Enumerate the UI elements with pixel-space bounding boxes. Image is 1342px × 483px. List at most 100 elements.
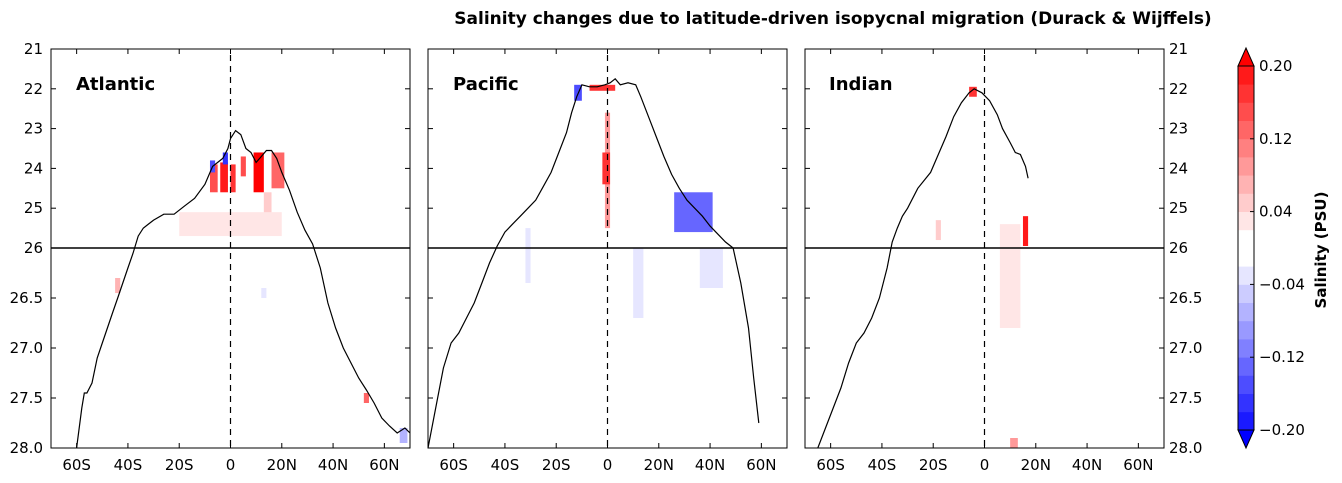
- anomaly-cells: [935, 86, 1029, 448]
- anomaly-cell: [1022, 216, 1029, 247]
- outcrop-line: [817, 88, 1029, 448]
- colorbar-bin: [1238, 393, 1254, 413]
- y-tick-label: 25: [1169, 199, 1188, 217]
- y-tick-label: 27.5: [1169, 389, 1202, 407]
- y-axis-right: 21 22 23 24 25 26 26.5 27.0 27.5 28.0: [1169, 40, 1202, 457]
- anomaly-cell: [230, 164, 236, 193]
- anomaly-cell: [263, 192, 272, 225]
- figure-title: Salinity changes due to latitude-driven …: [454, 9, 1211, 29]
- x-tick-label: 40S: [114, 456, 143, 474]
- colorbar-bin: [1238, 302, 1254, 322]
- colorbar-bin: [1238, 284, 1254, 303]
- y-tick-label: 21: [24, 40, 43, 58]
- colorbar-tick-label: −0.20: [1259, 421, 1305, 439]
- colorbar-extend-max: [1237, 46, 1255, 67]
- colorbar-bin: [1238, 120, 1254, 140]
- colorbar: 0.20 0.12 0.04 −0.04 −0.12 −0.20: [1237, 46, 1305, 450]
- colorbar-bin: [1238, 157, 1254, 176]
- anomaly-cell: [699, 248, 723, 288]
- colorbar-tick-label: −0.04: [1259, 275, 1305, 293]
- x-tick-label: 20S: [165, 456, 194, 474]
- anomaly-cell: [240, 156, 246, 177]
- atlantic-panel: 60S 40S 20S 0 20N 40N 60N Atlantic: [50, 48, 411, 474]
- anomaly-cell: [399, 428, 408, 443]
- y-tick-label: 22: [1169, 80, 1188, 98]
- anomaly-cell: [222, 152, 228, 165]
- pacific-panel: 60S 40S 20S 0 20N 40N 60N Pacific: [427, 48, 788, 474]
- colorbar-label: Salinity (PSU): [1312, 192, 1330, 309]
- anomaly-cell: [253, 152, 264, 193]
- x-tick-label: 0: [226, 456, 236, 474]
- x-tick-label: 60N: [746, 456, 776, 474]
- anomaly-cell: [525, 228, 531, 283]
- y-tick-label: 21: [1169, 40, 1188, 58]
- y-tick-label: 26: [1169, 239, 1188, 257]
- y-tick-label: 28.0: [1169, 439, 1202, 457]
- basin-label-atlantic: Atlantic: [76, 74, 155, 95]
- anomaly-cell: [271, 152, 285, 189]
- colorbar-tick-label: 0.04: [1259, 203, 1292, 221]
- anomaly-cell: [602, 152, 611, 185]
- y-tick-label: 22: [24, 80, 43, 98]
- colorbar-extend-min: [1237, 429, 1255, 450]
- x-tick-label: 0: [980, 456, 990, 474]
- anomaly-cell: [633, 248, 644, 318]
- colorbar-frame: [1237, 65, 1255, 431]
- x-tick-label: 60S: [439, 456, 468, 474]
- anomaly-cell: [674, 192, 713, 233]
- x-tick-label: 40S: [868, 456, 897, 474]
- anomaly-cell: [209, 164, 218, 193]
- x-tick-label: 20N: [1021, 456, 1051, 474]
- anomaly-cells: [115, 152, 408, 443]
- y-tick-label: 24: [1169, 159, 1188, 177]
- colorbar-bin: [1238, 339, 1254, 358]
- colorbar-bin: [1238, 375, 1254, 394]
- colorbar-bin: [1238, 357, 1254, 376]
- colorbar-bin: [1238, 84, 1254, 103]
- colorbar-bin: [1238, 248, 1254, 267]
- outcrop-line: [428, 77, 760, 448]
- colorbar-bin: [1238, 138, 1254, 158]
- y-tick-label: 25: [24, 199, 43, 217]
- x-tick-label: 40S: [491, 456, 520, 474]
- colorbar-bin: [1238, 211, 1254, 231]
- colorbar-tick-label: −0.12: [1259, 348, 1305, 366]
- y-tick-label: 23: [1169, 120, 1188, 138]
- anomaly-cells: [525, 84, 723, 318]
- colorbar-tick-label: 0.12: [1259, 130, 1292, 148]
- y-tick-label: 27.5: [10, 389, 43, 407]
- x-tick-label: 40N: [1072, 456, 1102, 474]
- x-tick-label: 20N: [267, 456, 297, 474]
- x-tick-label: 20S: [542, 456, 571, 474]
- anomaly-cell: [1010, 438, 1018, 448]
- indian-panel: 60S 40S 20S 0 20N 40N 60N Indian: [804, 48, 1165, 474]
- basin-label-pacific: Pacific: [453, 74, 519, 95]
- anomaly-cell: [969, 86, 977, 97]
- y-axis-left: 21 22 23 24 25 26 26.5 27.0 27.5 28.0: [10, 40, 43, 457]
- anomaly-cell: [115, 278, 121, 293]
- x-tick-label: 60N: [369, 456, 399, 474]
- anomaly-cell: [935, 220, 941, 241]
- anomaly-cell: [363, 393, 369, 403]
- y-tick-label: 26.5: [1169, 289, 1202, 307]
- x-tick-label: 20S: [919, 456, 948, 474]
- anomaly-cell: [999, 224, 1021, 328]
- anomaly-cell: [589, 84, 616, 91]
- colorbar-bin: [1238, 229, 1254, 249]
- y-tick-label: 27.0: [10, 339, 43, 357]
- colorbar-bin: [1238, 175, 1254, 194]
- x-tick-label: 40N: [695, 456, 725, 474]
- x-tick-label: 40N: [318, 456, 348, 474]
- x-tick-label: 20N: [644, 456, 674, 474]
- y-tick-label: 23: [24, 120, 43, 138]
- colorbar-bin: [1238, 193, 1254, 212]
- colorbar-bin: [1238, 320, 1254, 340]
- anomaly-cell: [220, 162, 228, 193]
- colorbar-bin: [1238, 102, 1254, 121]
- y-tick-label: 24: [24, 159, 43, 177]
- x-tick-label: 60S: [816, 456, 845, 474]
- x-tick-label: 60N: [1123, 456, 1153, 474]
- y-tick-label: 26.5: [10, 289, 43, 307]
- y-tick-label: 28.0: [10, 439, 43, 457]
